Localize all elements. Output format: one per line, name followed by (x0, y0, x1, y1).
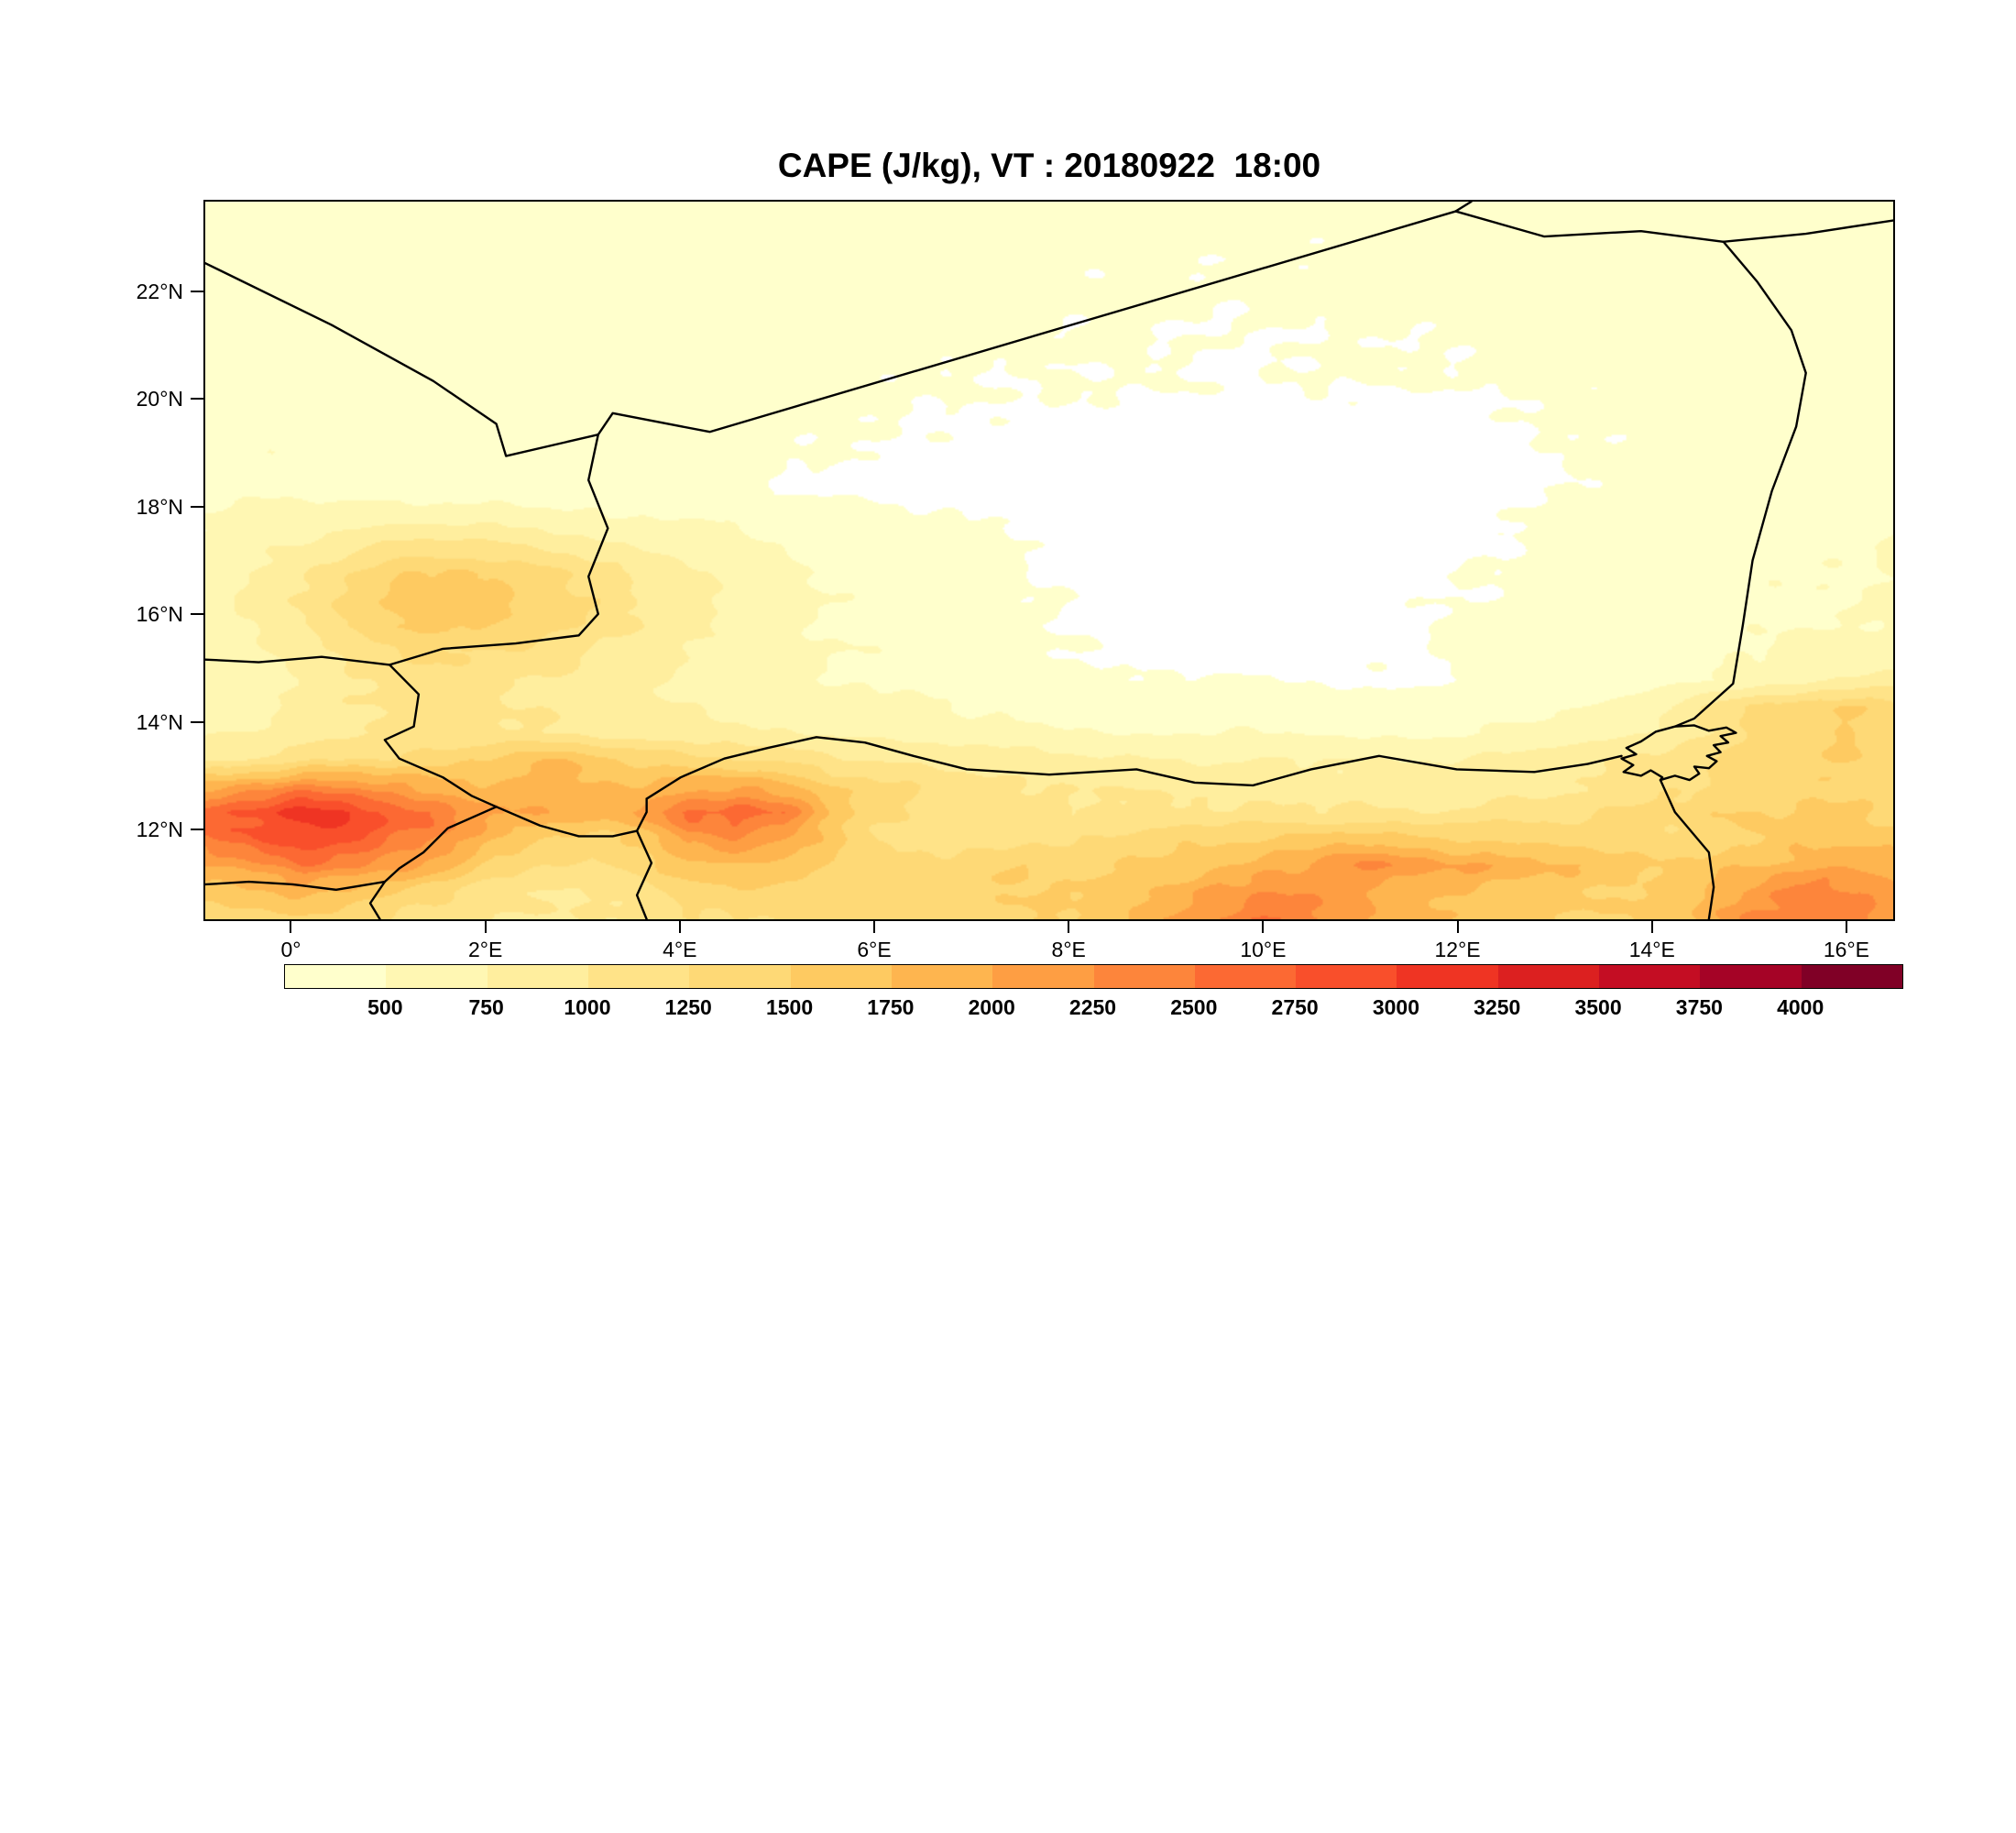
y-tick-label: 22°N (136, 279, 183, 303)
colorbar-segment (386, 965, 488, 988)
x-tick-label: 10°E (1240, 938, 1287, 961)
y-tick-label: 14°N (136, 709, 183, 734)
x-tick-label: 14°E (1628, 938, 1675, 961)
colorbar-segment (1497, 965, 1600, 988)
colorbar-segment (891, 965, 993, 988)
country-borders-layer (205, 202, 1893, 919)
y-tickmark (191, 398, 203, 401)
x-tick-label: 4°E (663, 938, 697, 961)
y-tickmark (191, 613, 203, 616)
x-tickmark (484, 921, 487, 933)
colorbar-segment (790, 965, 892, 988)
y-tick-label: 16°N (136, 602, 183, 627)
border-mali-niger (388, 434, 609, 666)
colorbar-segment (1397, 965, 1498, 988)
x-tickmark (1456, 921, 1459, 933)
x-tickmark (1262, 921, 1265, 933)
colorbar-segment (1599, 965, 1701, 988)
x-tick-label: 6°E (857, 938, 892, 961)
border-niger-chad (1673, 240, 1807, 728)
colorbar-tick-label: 1250 (664, 995, 712, 1019)
colorbar-segment (1093, 965, 1195, 988)
colorbar-segment (487, 965, 588, 988)
colorbar-segment (689, 965, 791, 988)
border-lake-chad-outline (1620, 724, 1737, 782)
x-tickmark (290, 921, 292, 933)
colorbar-segment (285, 965, 387, 988)
colorbar-segment (1700, 965, 1802, 988)
colorbar-segment (1296, 965, 1397, 988)
colorbar-segment (992, 965, 1094, 988)
x-tick-label: 2°E (467, 938, 503, 961)
colorbar-tick-label: 1000 (564, 995, 611, 1019)
x-tick-label: 0° (280, 938, 301, 961)
x-tickmark (873, 921, 876, 933)
border-benin-niger (495, 797, 648, 838)
colorbar-tick-label: 2000 (968, 995, 1015, 1019)
colorbar (284, 964, 1903, 989)
colorbar-tick-label: 750 (468, 995, 504, 1019)
colorbar-segment (1801, 965, 1902, 988)
colorbar-tick-label: 3000 (1372, 995, 1420, 1019)
y-tick-label: 18°N (136, 494, 183, 519)
y-tick-label: 20°N (136, 387, 183, 412)
y-tickmark (191, 829, 203, 831)
border-burkina-niger (383, 664, 498, 808)
border-benin-togo (368, 880, 387, 919)
x-tickmark (1068, 921, 1070, 933)
x-tick-label: 8°E (1051, 938, 1086, 961)
x-tick-label: 12°E (1434, 938, 1481, 961)
border-niger-libya (1454, 210, 1725, 243)
colorbar-tick-label: 3750 (1675, 995, 1723, 1019)
colorbar-segment (587, 965, 690, 988)
border-mali-algeria (205, 261, 599, 457)
x-tickmark (1845, 921, 1847, 933)
colorbar-tick-label: 3250 (1474, 995, 1521, 1019)
border-burkina-benin (383, 806, 498, 884)
x-tick-label: 16°E (1823, 938, 1870, 961)
x-tickmark (678, 921, 681, 933)
chart-title: CAPE (J/kg), VT : 20180922 18:00 (777, 147, 1321, 184)
map-panel (203, 200, 1895, 921)
y-tickmark (191, 720, 203, 723)
colorbar-tick-label: 1750 (867, 995, 915, 1019)
border-libya-chad (1722, 219, 1893, 243)
y-tickmark (191, 290, 203, 292)
border-algeria-niger (597, 210, 1457, 436)
border-niger-nigeria (645, 736, 1623, 800)
colorbar-tick-label: 2250 (1068, 995, 1117, 1019)
colorbar-tick-label: 3500 (1574, 995, 1622, 1019)
colorbar-tick-label: 500 (367, 995, 403, 1019)
border-mali-burkina (205, 655, 391, 666)
colorbar-segment (1194, 965, 1297, 988)
border-algeria-libya (1454, 202, 1473, 213)
border-burkina-togo-ghana (205, 880, 387, 892)
border-chad-cameroon-nigeria (1659, 778, 1715, 919)
border-benin-nigeria (635, 829, 653, 919)
colorbar-tick-label: 2750 (1271, 995, 1319, 1019)
colorbar-tick-label: 1500 (765, 995, 814, 1019)
y-tickmark (191, 505, 203, 508)
colorbar-tick-label: 2500 (1170, 995, 1218, 1019)
cape-field-canvas (205, 202, 1893, 919)
x-tickmark (1650, 921, 1653, 933)
y-tick-label: 12°N (136, 818, 183, 842)
colorbar-tick-label: 4000 (1777, 995, 1824, 1019)
